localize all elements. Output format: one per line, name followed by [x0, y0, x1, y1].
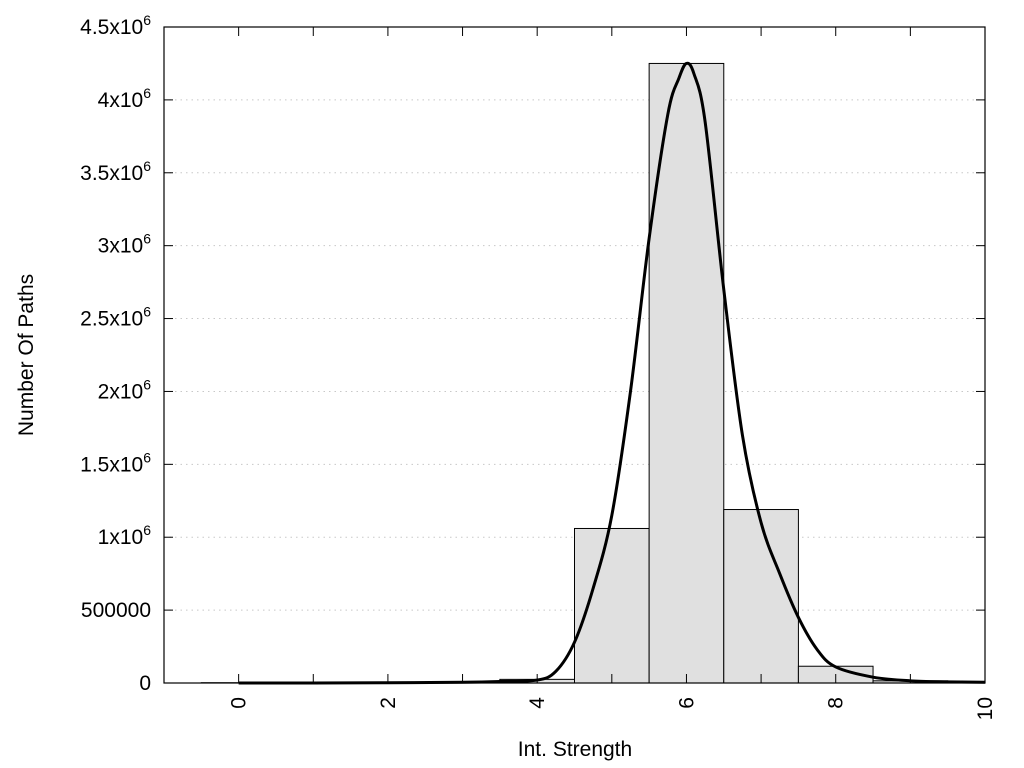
y-tick-label: 2.5x106 [80, 304, 151, 331]
y-tick-label: 4x106 [98, 85, 152, 112]
y-tick-label: 500000 [81, 599, 151, 622]
histogram-bar [723, 509, 799, 684]
x-tick-label: 4 [526, 697, 549, 709]
y-tick-label: 1.5x106 [80, 449, 151, 476]
x-tick-label: 8 [825, 697, 848, 709]
plot-frame [163, 26, 986, 684]
x-tick-label: 10 [974, 697, 997, 720]
y-tick-label: 2x106 [98, 376, 152, 403]
x-tick-label: 0 [228, 697, 251, 709]
y-tick-label: 4.5x106 [80, 12, 151, 39]
axis-ticks [163, 26, 986, 684]
x-tick-label: 2 [377, 697, 400, 709]
histogram-bar [574, 527, 650, 684]
x-tick-label: 6 [675, 697, 698, 709]
y-tick-labels: 0 500000 1x106 1.5x106 2x106 2.5x106 3x106 3.5x… [80, 12, 151, 695]
y-tick-label: 0 [139, 672, 151, 695]
y-axis-title: Number Of Paths [15, 274, 38, 436]
x-axis-title: Int. Strength [518, 738, 632, 761]
y-tick-label: 3.5x106 [80, 158, 151, 185]
y-tick-label: 3x106 [98, 231, 152, 258]
fit-curve-line [238, 61, 986, 685]
y-tick-label: 1x106 [98, 522, 152, 549]
fit-curve-group [238, 61, 986, 685]
x-tick-labels: 0 2 4 6 8 10 [228, 697, 997, 721]
